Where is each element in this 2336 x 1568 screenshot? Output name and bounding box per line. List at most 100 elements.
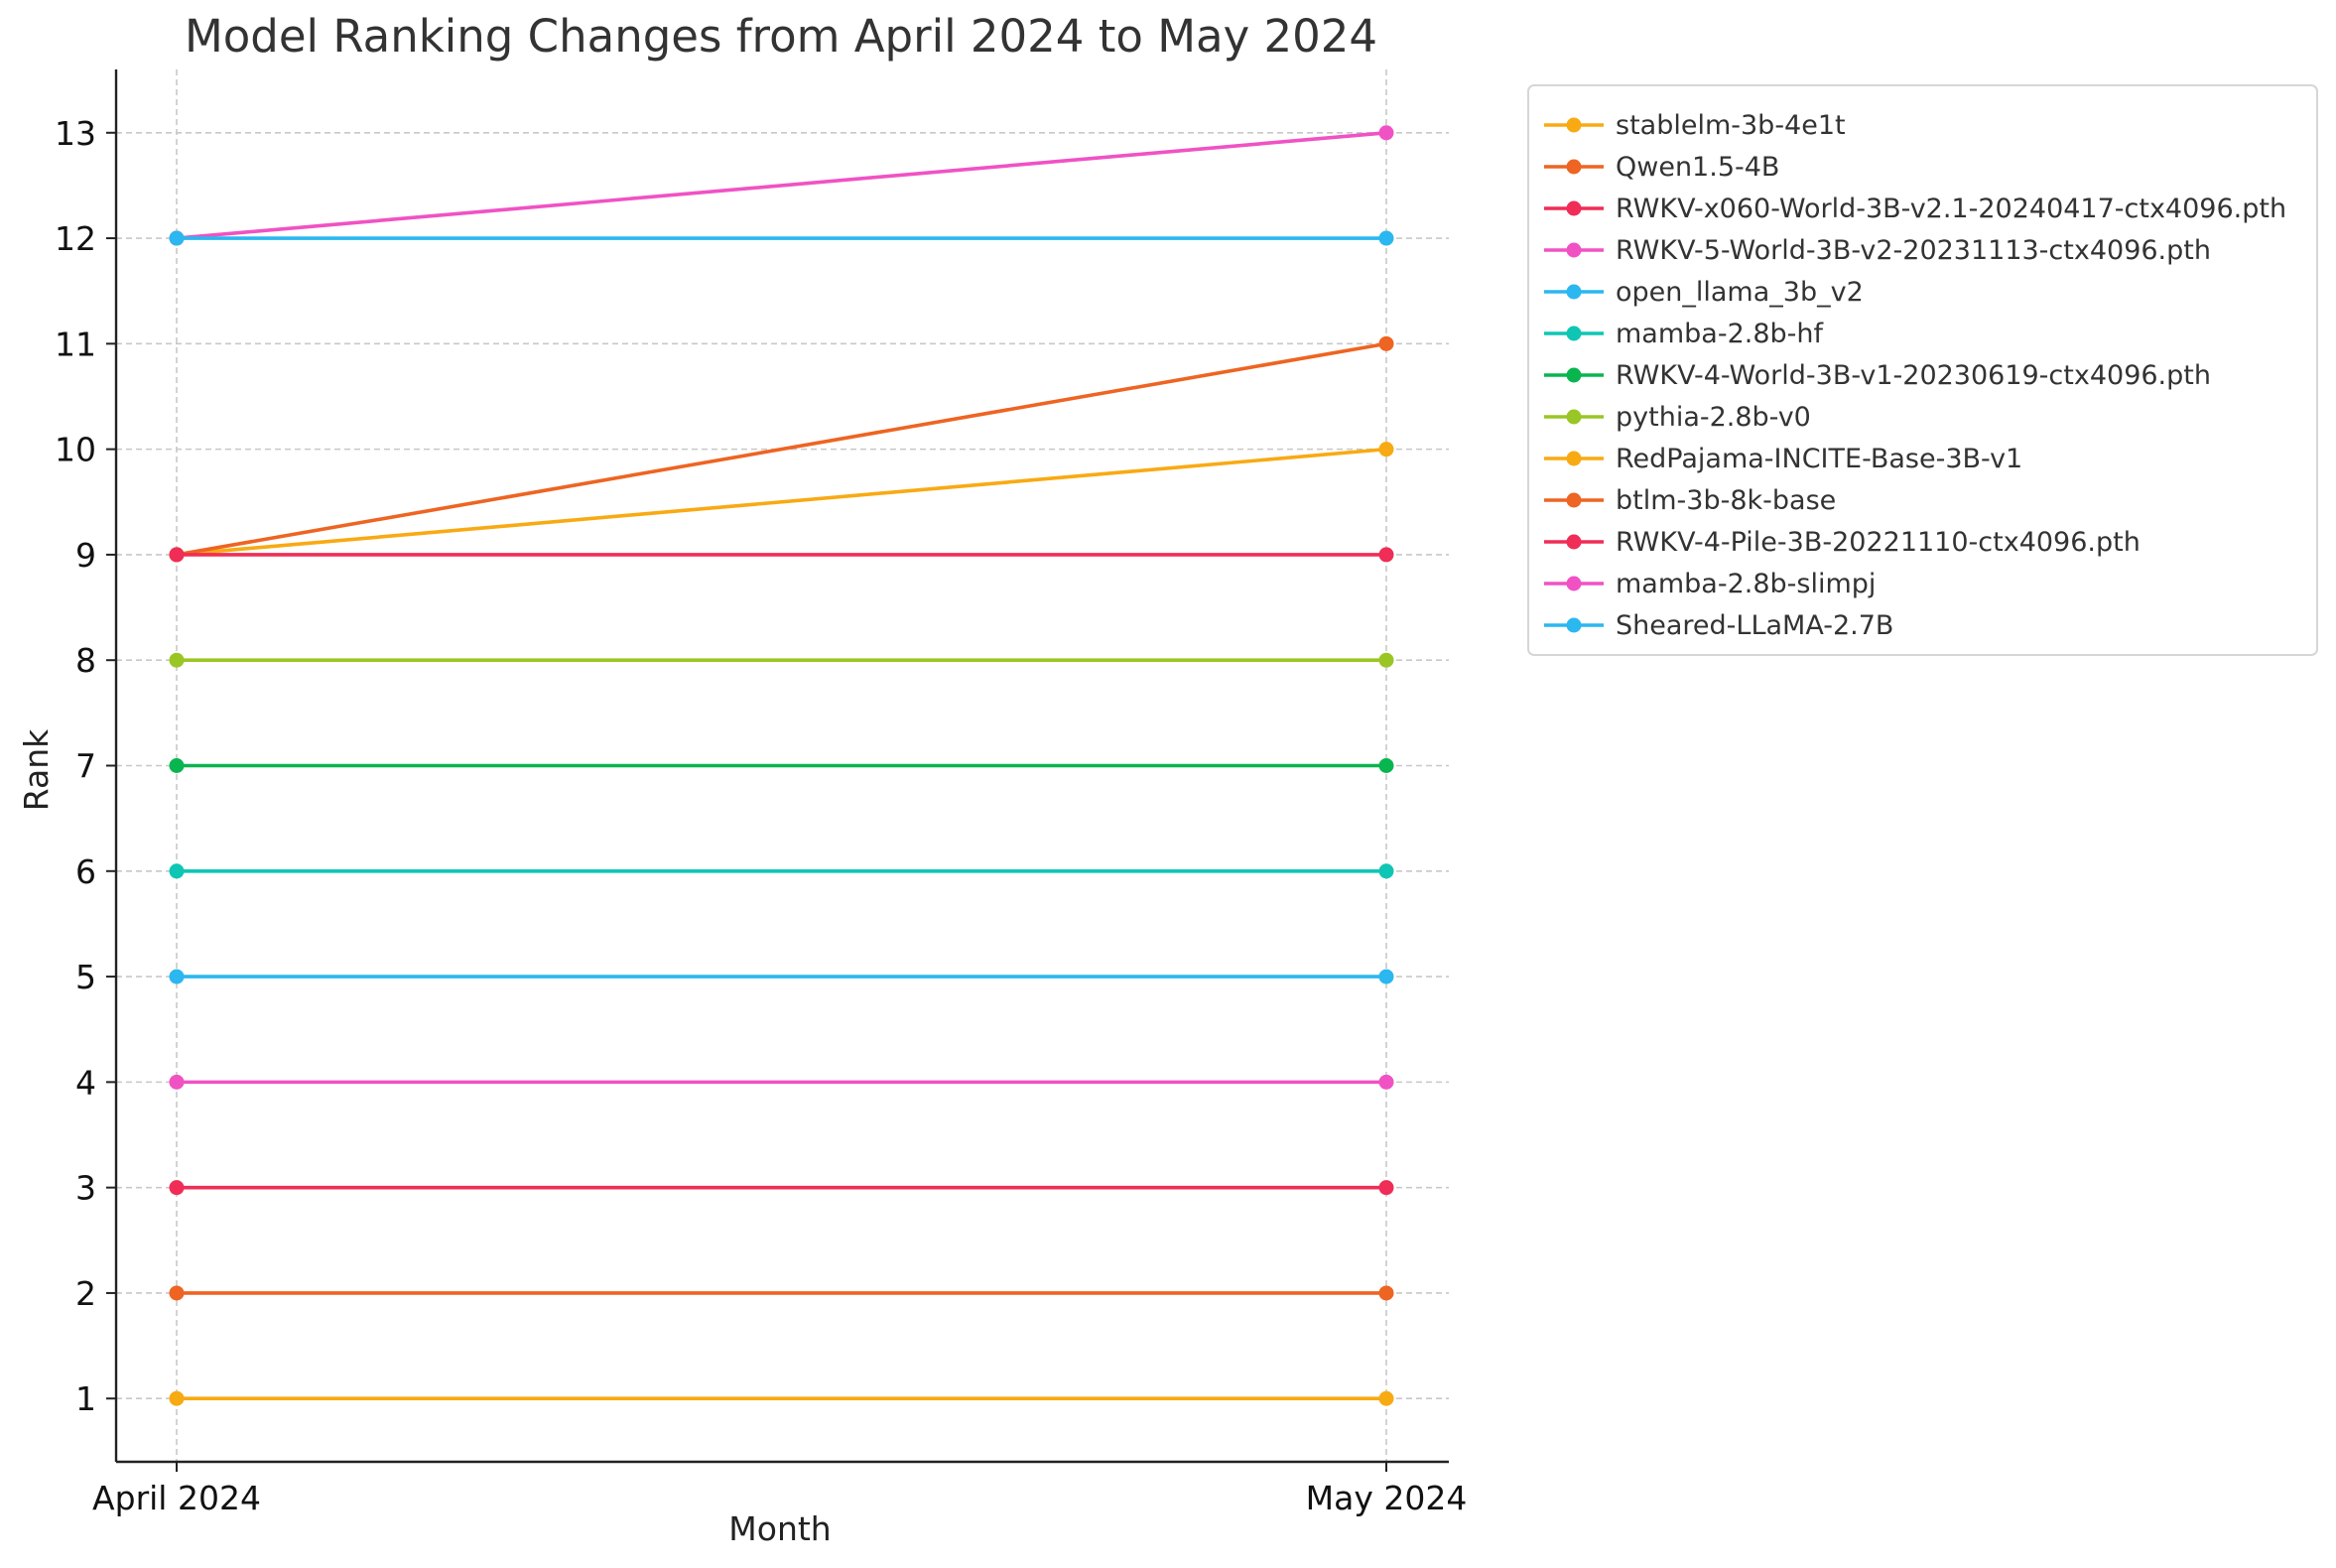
series-12 [169,230,1394,246]
x-axis-label: Month [728,1509,831,1548]
legend-item: mamba-2.8b-slimpj [1544,569,1876,599]
legend-label: mamba-2.8b-hf [1616,319,1825,349]
legend-item: pythia-2.8b-v0 [1544,402,1811,433]
legend-swatch-marker [1566,617,1582,633]
legend-box [1527,84,2318,656]
data-point [1378,1074,1394,1090]
legend-swatch-marker [1566,367,1582,383]
data-point [169,1285,185,1301]
data-point [1378,125,1394,141]
legend-item: btlm-3b-8k-base [1544,485,1836,516]
legend-swatch-marker [1566,159,1582,175]
legend-swatch-marker [1566,200,1582,216]
legend-label: Qwen1.5-4B [1616,152,1779,183]
legend-item: RWKV-5-World-3B-v2-20231113-ctx4096.pth [1544,235,2211,266]
data-point [169,230,185,246]
legend-label: stablelm-3b-4e1t [1616,110,1846,141]
y-tick-label: 6 [75,852,96,891]
data-point [169,1180,185,1196]
legend-item: RWKV-4-Pile-3B-20221110-ctx4096.pth [1544,527,2141,558]
legend-label: Sheared-LLaMA-2.7B [1616,610,1893,641]
y-tick-label: 13 [55,114,96,153]
legend-label: open_llama_3b_v2 [1616,277,1864,308]
legend-label: RWKV-4-Pile-3B-20221110-ctx4096.pth [1616,527,2141,558]
series-8 [169,442,1394,563]
data-point [1378,863,1394,879]
chart-title: Model Ranking Changes from April 2024 to… [185,10,1377,63]
data-point [169,1074,185,1090]
series-0 [169,1390,1394,1406]
legend-label: RWKV-5-World-3B-v2-20231113-ctx4096.pth [1616,235,2211,266]
legend-label: pythia-2.8b-v0 [1616,402,1811,433]
legend-item: Qwen1.5-4B [1544,152,1779,183]
legend-label: RedPajama-INCITE-Base-3B-v1 [1616,444,2022,474]
x-tick-label: April 2024 [92,1479,261,1517]
legend-item: RedPajama-INCITE-Base-3B-v1 [1544,444,2022,474]
y-tick-label: 8 [75,641,96,680]
series-2 [169,1180,1394,1196]
data-point [1378,1180,1394,1196]
series-10 [169,547,1394,563]
data-point [1378,758,1394,773]
data-point [169,758,185,773]
data-point [1378,547,1394,563]
legend-item: RWKV-x060-World-3B-v2.1-20240417-ctx4096… [1544,194,2286,224]
y-tick-label: 7 [75,747,96,786]
plot-area [169,125,1394,1406]
legend-label: mamba-2.8b-slimpj [1616,569,1876,599]
series-line [176,130,1387,240]
axes [106,69,1449,1472]
legend-item: open_llama_3b_v2 [1544,277,1864,308]
y-tick-label: 1 [75,1379,96,1418]
data-point [1378,230,1394,246]
legend-label: btlm-3b-8k-base [1616,485,1836,516]
data-point [1378,1285,1394,1301]
data-point [1378,335,1394,351]
legend-swatch-marker [1566,409,1582,425]
data-point [1378,652,1394,668]
legend-swatch-marker [1566,576,1582,591]
legend-swatch-marker [1566,284,1582,300]
y-tick-label: 12 [55,219,96,258]
legend: stablelm-3b-4e1t Qwen1.5-4B RWKV-x060-Worl… [1527,84,2318,656]
series-7 [169,652,1394,668]
y-tick-label: 4 [75,1063,96,1102]
legend-swatch-marker [1566,326,1582,341]
legend-swatch-marker [1566,534,1582,550]
y-tick-label: 10 [55,431,96,469]
y-tick-label: 2 [75,1274,96,1313]
series-line [176,341,1387,557]
legend-item: RWKV-4-World-3B-v1-20230619-ctx4096.pth [1544,360,2211,391]
series-3 [169,1074,1394,1090]
y-tick-label: 5 [75,958,96,996]
data-point [169,1390,185,1406]
data-point [169,547,185,563]
y-tick-label: 3 [75,1169,96,1208]
y-axis-label: Rank [17,728,56,811]
legend-label: RWKV-x060-World-3B-v2.1-20240417-ctx4096… [1616,194,2286,224]
series-6 [169,758,1394,773]
legend-item: stablelm-3b-4e1t [1544,110,1846,141]
legend-item: Sheared-LLaMA-2.7B [1544,610,1893,641]
data-point [1378,442,1394,457]
series-5 [169,863,1394,879]
legend-swatch-marker [1566,492,1582,508]
legend-swatch-marker [1566,242,1582,258]
legend-item: mamba-2.8b-hf [1544,319,1825,349]
series-4 [169,969,1394,984]
legend-label: RWKV-4-World-3B-v1-20230619-ctx4096.pth [1616,360,2211,391]
data-point [169,969,185,984]
x-tick-label: May 2024 [1306,1479,1468,1517]
y-tick-label: 11 [55,325,96,363]
series-line [176,447,1387,557]
data-point [1378,1390,1394,1406]
data-point [169,863,185,879]
data-point [169,652,185,668]
series-11 [169,125,1394,246]
data-point [1378,969,1394,984]
y-tick-label: 9 [75,536,96,575]
legend-swatch-marker [1566,117,1582,133]
series-1 [169,1285,1394,1301]
